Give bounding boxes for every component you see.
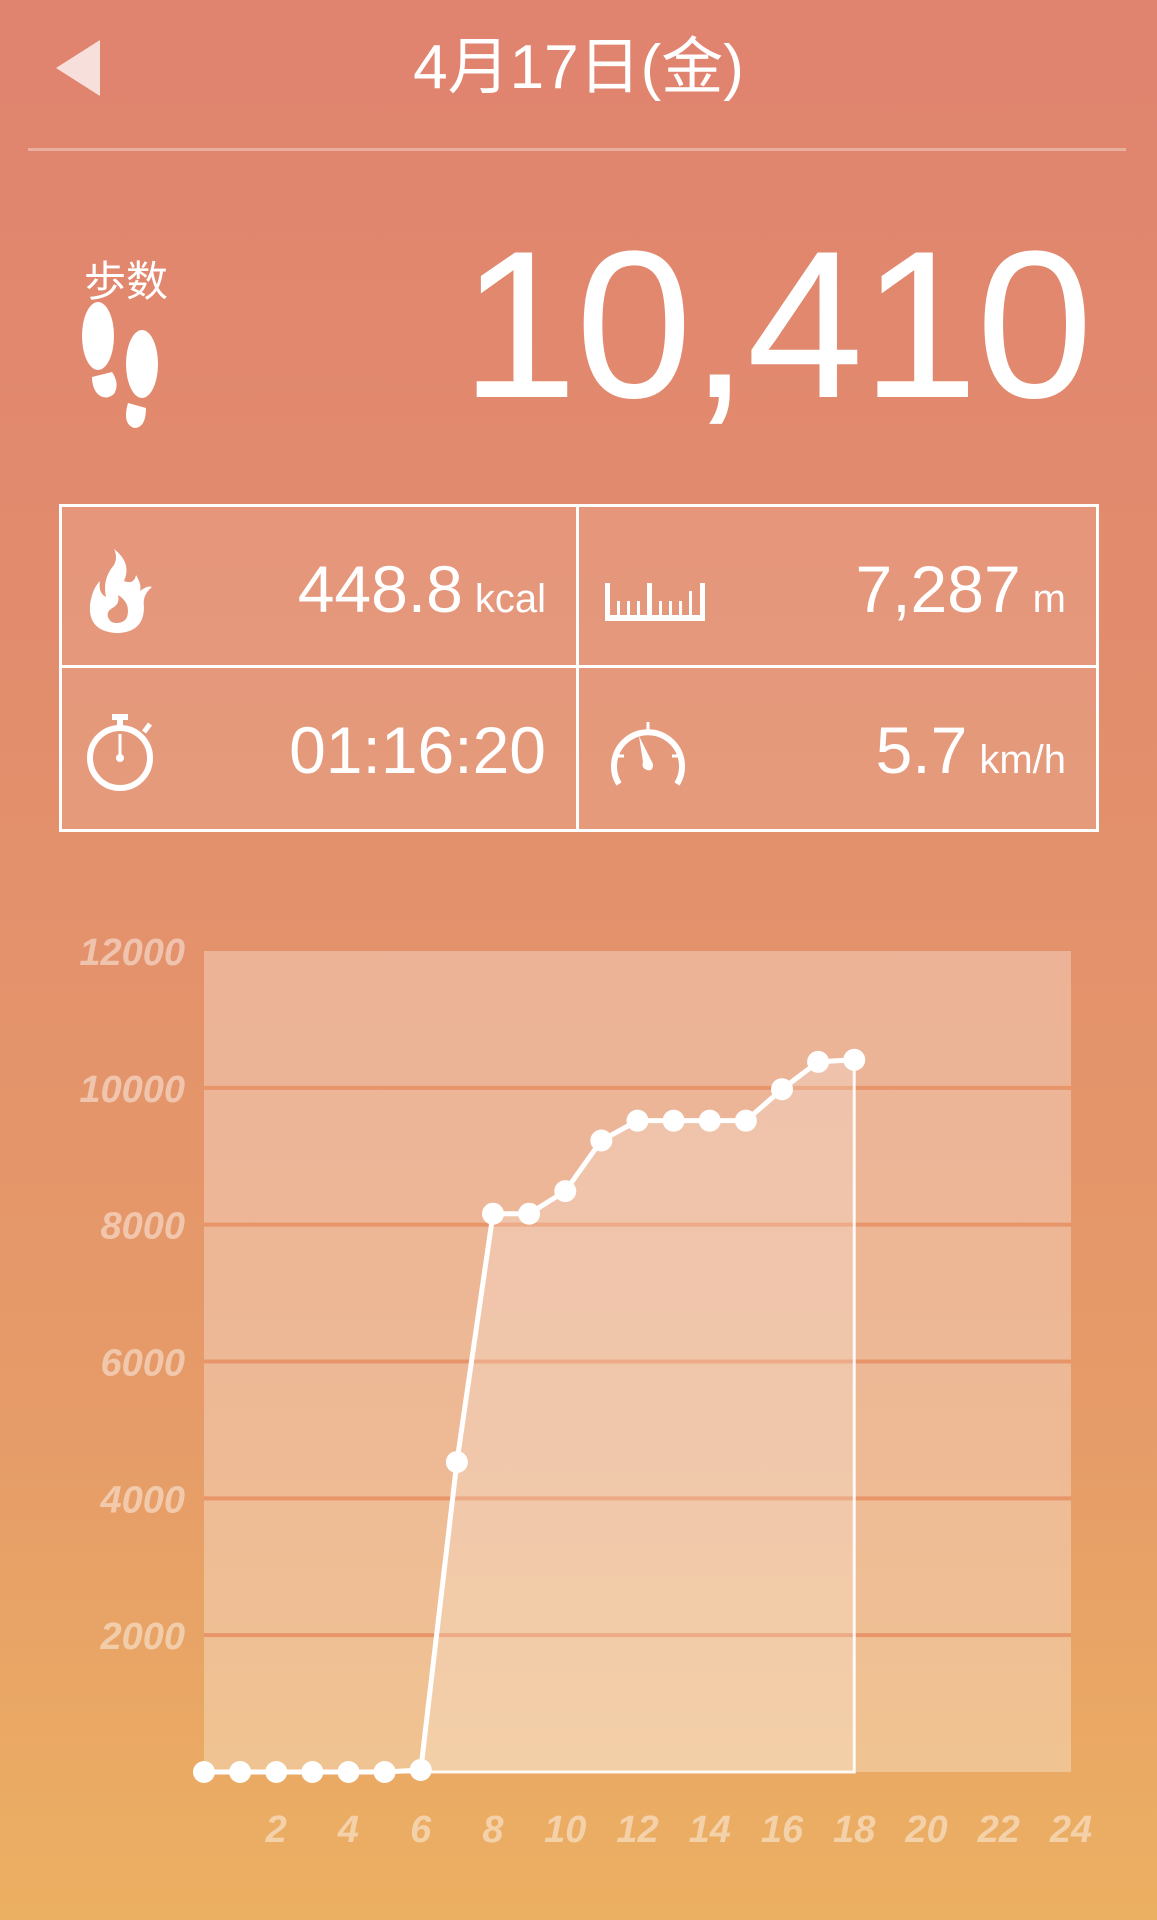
metrics-grid: 448.8 kcal 7,287 m 01:16:20 5.7 km/h bbox=[59, 504, 1099, 832]
data-point bbox=[337, 1761, 360, 1783]
speed-cell: 5.7 km/h bbox=[579, 668, 1096, 829]
steps-count: 10,410 bbox=[460, 207, 1093, 442]
data-point bbox=[554, 1180, 577, 1203]
calories-value: 448.8 bbox=[297, 552, 463, 626]
speed-unit: km/h bbox=[979, 738, 1066, 782]
data-point bbox=[265, 1761, 288, 1783]
x-tick-label: 22 bbox=[977, 1809, 1020, 1851]
data-point bbox=[445, 1451, 468, 1474]
x-tick-label: 8 bbox=[482, 1809, 504, 1851]
data-point bbox=[518, 1202, 541, 1225]
data-point bbox=[843, 1048, 866, 1071]
x-tick-label: 4 bbox=[337, 1809, 359, 1851]
y-tick-label: 12000 bbox=[79, 932, 185, 974]
data-point bbox=[590, 1129, 613, 1152]
duration-value: 01:16:20 bbox=[289, 713, 546, 787]
y-tick-label: 6000 bbox=[100, 1343, 185, 1385]
data-point bbox=[807, 1050, 830, 1073]
x-tick-label: 6 bbox=[410, 1809, 432, 1851]
distance-cell: 7,287 m bbox=[579, 507, 1096, 668]
data-point bbox=[482, 1202, 504, 1225]
speed-value: 5.7 bbox=[875, 713, 968, 787]
footprints-icon bbox=[82, 302, 158, 428]
y-tick-label: 8000 bbox=[100, 1206, 185, 1248]
x-tick-label: 20 bbox=[904, 1809, 947, 1851]
data-point bbox=[229, 1761, 252, 1783]
calories-cell: 448.8 kcal bbox=[62, 507, 579, 668]
stopwatch-icon bbox=[87, 714, 153, 791]
distance-value: 7,287 bbox=[855, 552, 1021, 626]
data-point bbox=[373, 1761, 396, 1783]
back-button[interactable] bbox=[56, 40, 100, 96]
y-tick-label: 10000 bbox=[79, 1069, 185, 1111]
y-tick-label: 2000 bbox=[99, 1616, 185, 1658]
data-point bbox=[771, 1078, 793, 1101]
divider bbox=[28, 148, 1126, 151]
x-tick-label: 18 bbox=[833, 1809, 876, 1851]
x-tick-label: 16 bbox=[761, 1809, 804, 1851]
data-point bbox=[301, 1761, 324, 1783]
x-tick-label: 12 bbox=[616, 1809, 658, 1851]
ruler-icon bbox=[605, 583, 705, 621]
data-point bbox=[734, 1109, 757, 1132]
x-tick-label: 2 bbox=[265, 1809, 287, 1851]
data-point bbox=[409, 1758, 432, 1781]
distance-unit: m bbox=[1032, 577, 1066, 621]
page-title: 4月17日(金) bbox=[413, 33, 744, 102]
data-point bbox=[698, 1109, 721, 1132]
duration-cell: 01:16:20 bbox=[62, 668, 579, 829]
flame-icon bbox=[89, 549, 152, 633]
steps-label: 歩数 bbox=[84, 258, 169, 305]
x-tick-label: 24 bbox=[1049, 1809, 1092, 1851]
x-tick-label: 14 bbox=[689, 1809, 731, 1851]
data-point bbox=[626, 1109, 649, 1132]
data-point bbox=[662, 1109, 685, 1132]
calories-unit: kcal bbox=[474, 577, 546, 621]
speedometer-icon bbox=[611, 722, 685, 786]
data-point bbox=[193, 1761, 215, 1783]
x-tick-label: 10 bbox=[544, 1809, 586, 1851]
y-tick-label: 4000 bbox=[99, 1479, 185, 1521]
